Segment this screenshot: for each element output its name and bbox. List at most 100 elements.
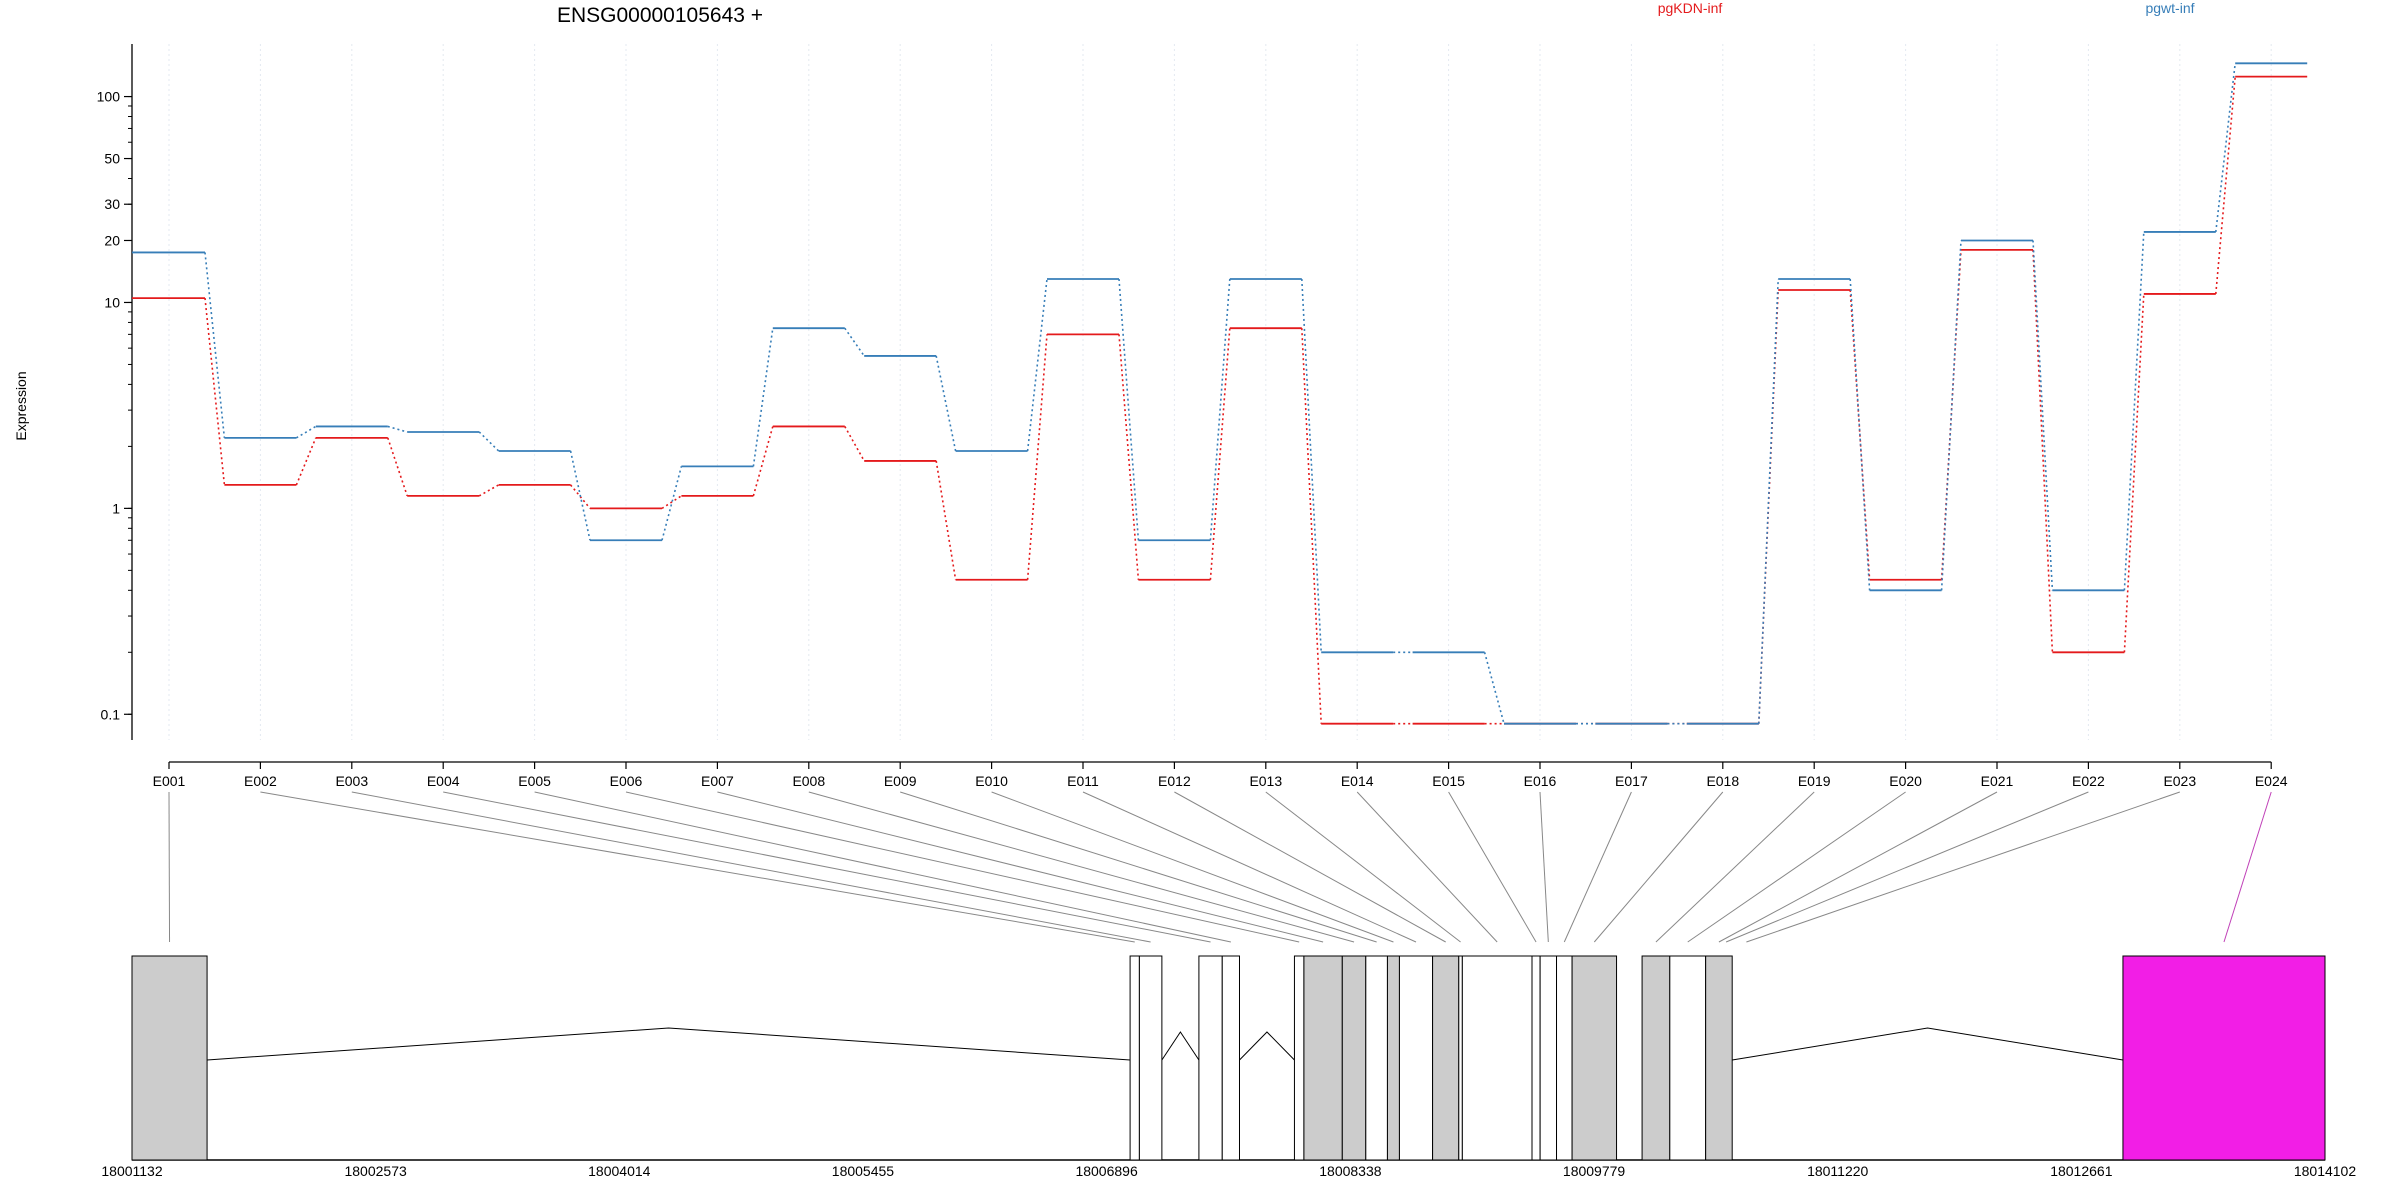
x-tick-label-e016: E016	[1524, 773, 1557, 789]
connector-pgwt-inf-e004	[478, 431, 500, 452]
exon-connectors	[168, 791, 2272, 943]
x-tick-label-e005: E005	[518, 773, 551, 789]
genomic-coordinate-label: 18006896	[1075, 1163, 1138, 1179]
genomic-coordinate-label: 18002573	[344, 1163, 407, 1179]
exon-link-e006	[625, 791, 1300, 943]
gene-model: 18001132 18002573 18004014 18005455 18006896…	[101, 955, 2357, 1179]
y-tick-label: 10	[104, 294, 120, 310]
x-tick-label-e023: E023	[2163, 773, 2196, 789]
connector-pgwt-inf-e007	[752, 328, 774, 467]
exon-box-e010	[1386, 955, 1400, 1161]
intron-line	[1239, 1031, 1295, 1061]
exon-link-e009	[900, 791, 1377, 943]
x-tick-label-e002: E002	[244, 773, 277, 789]
connector-pgkdn-inf-e010	[1026, 334, 1048, 580]
x-tick-label-e008: E008	[792, 773, 825, 789]
series-pgkdn-inf	[132, 75, 2308, 725]
exon-box-e005	[1221, 955, 1240, 1161]
connector-pgkdn-inf-e008	[844, 426, 865, 462]
connector-pgkdn-inf-e006	[661, 495, 682, 510]
connector-pgwt-inf-e012	[1209, 278, 1231, 541]
connector-pgwt-inf-e015	[1483, 652, 1505, 724]
exon-link-e014	[1356, 791, 1498, 943]
connector-pgwt-inf-e013	[1301, 278, 1322, 653]
connector-pgwt-inf-e018	[1758, 278, 1779, 724]
x-tick-label-e012: E012	[1158, 773, 1191, 789]
connector-pgkdn-inf-e002	[295, 437, 317, 486]
legend-entry-pgkdn-inf: pgKDN-inf	[1658, 0, 1723, 16]
connector-pgkdn-inf-e022	[2123, 293, 2145, 653]
exon-link-e004	[443, 791, 1211, 943]
exon-link-e017	[1563, 791, 1632, 943]
x-tick-label-e018: E018	[1706, 773, 1739, 789]
genomic-coordinate-label: 18014102	[2294, 1163, 2357, 1179]
connector-pgwt-inf-e006	[661, 466, 683, 541]
exon-link-e011	[1082, 791, 1417, 943]
x-tick-label-e007: E007	[701, 773, 734, 789]
genomic-coordinate-label: 18011220	[1807, 1163, 1868, 1179]
connector-pgwt-inf-e021	[2032, 240, 2054, 591]
genomic-coordinate-label: 18009779	[1563, 1163, 1626, 1179]
intron-line	[1161, 1031, 1200, 1061]
series-lines	[132, 62, 2308, 725]
connector-pgkdn-inf-e003	[387, 437, 408, 497]
connector-pgkdn-inf-e007	[752, 426, 774, 497]
genomic-coordinate-label: 18005455	[832, 1163, 895, 1179]
exon-link-e015	[1448, 791, 1537, 943]
x-tick-label-e013: E013	[1249, 773, 1282, 789]
exon-box-e011	[1398, 955, 1434, 1161]
intron-line	[207, 1027, 1131, 1061]
exon-link-e007	[717, 791, 1324, 943]
exon-link-e016	[1539, 791, 1549, 943]
x-tick-label-e004: E004	[427, 773, 460, 789]
exon-box-e017	[1556, 955, 1573, 1161]
connector-pgkdn-inf-e021	[2032, 249, 2054, 653]
exon-link-e008	[808, 791, 1355, 943]
exon-link-e023	[1746, 791, 2180, 943]
connector-pgkdn-inf-e012	[1209, 328, 1231, 580]
exon-link-e022	[1725, 791, 2089, 943]
y-tick-label: 20	[104, 232, 120, 248]
x-tick-label-e006: E006	[610, 773, 643, 789]
connector-pgkdn-inf-e023	[2215, 76, 2236, 295]
exon-link-e024	[2223, 791, 2272, 943]
connector-pgwt-inf-e010	[1026, 278, 1048, 452]
y-tick-label: 100	[97, 89, 121, 105]
x-tick-label-e015: E015	[1432, 773, 1465, 789]
x-tick-label-e022: E022	[2072, 773, 2105, 789]
genomic-coordinate-label: 18008338	[1319, 1163, 1382, 1179]
series-pgwt-inf	[132, 62, 2308, 725]
connector-pgkdn-inf-e011	[1118, 334, 1140, 580]
x-tick-label-e021: E021	[1981, 773, 2014, 789]
exon-link-e012	[1174, 791, 1446, 943]
connector-pgkdn-inf-e009	[935, 460, 957, 580]
exon-link-e013	[1265, 791, 1461, 943]
exon-link-e019	[1655, 791, 1815, 943]
x-tick-label-e014: E014	[1341, 773, 1374, 789]
exon-box-e012	[1432, 955, 1460, 1161]
genomic-coordinate-label: 18012661	[2050, 1163, 2113, 1179]
y-tick-label: 1	[112, 500, 120, 516]
exon-link-e021	[1718, 791, 1998, 943]
genomic-coordinate-label: 18004014	[588, 1163, 651, 1179]
genomic-coordinate-label: 18001132	[101, 1163, 162, 1179]
exon-link-e003	[351, 791, 1151, 943]
y-tick-label: 50	[104, 151, 120, 167]
legend-entry-pgwt-inf: pgwt-inf	[2145, 0, 2194, 16]
exon-box-e021	[1705, 955, 1733, 1161]
y-tick-label: 30	[104, 196, 120, 212]
connector-pgkdn-inf-e004	[478, 484, 499, 497]
exon-link-e010	[991, 791, 1394, 943]
connector-pgwt-inf-e019	[1849, 278, 1871, 591]
connector-pgkdn-inf-e001	[204, 298, 226, 485]
exon-box-e014	[1461, 955, 1533, 1161]
exon-box-e008	[1341, 955, 1367, 1161]
exon-box-e002	[1129, 955, 1140, 1161]
exon-box-e004	[1198, 955, 1223, 1161]
connector-pgwt-inf-e022	[2123, 231, 2145, 591]
x-tick-label-e019: E019	[1798, 773, 1831, 789]
connector-pgkdn-inf-e013	[1301, 328, 1322, 724]
exon-box-e019	[1641, 955, 1671, 1161]
